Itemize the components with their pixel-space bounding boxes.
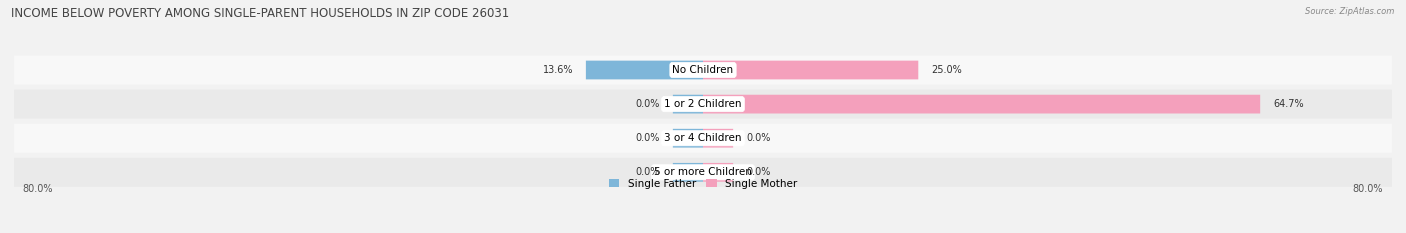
Text: 0.0%: 0.0% [636,167,659,177]
Text: Source: ZipAtlas.com: Source: ZipAtlas.com [1305,7,1395,16]
FancyBboxPatch shape [586,61,703,79]
Text: 13.6%: 13.6% [543,65,574,75]
Text: INCOME BELOW POVERTY AMONG SINGLE-PARENT HOUSEHOLDS IN ZIP CODE 26031: INCOME BELOW POVERTY AMONG SINGLE-PARENT… [11,7,509,20]
Text: No Children: No Children [672,65,734,75]
FancyBboxPatch shape [703,163,733,182]
FancyBboxPatch shape [14,90,1392,119]
Text: 1 or 2 Children: 1 or 2 Children [664,99,742,109]
FancyBboxPatch shape [14,55,1392,85]
FancyBboxPatch shape [673,163,703,182]
Text: 0.0%: 0.0% [747,167,770,177]
Text: 0.0%: 0.0% [636,99,659,109]
FancyBboxPatch shape [14,124,1392,153]
Legend: Single Father, Single Mother: Single Father, Single Mother [605,175,801,193]
Text: 64.7%: 64.7% [1272,99,1303,109]
Text: 5 or more Children: 5 or more Children [654,167,752,177]
Text: 0.0%: 0.0% [636,133,659,143]
Text: 80.0%: 80.0% [1353,184,1384,194]
FancyBboxPatch shape [673,95,703,113]
FancyBboxPatch shape [703,61,918,79]
FancyBboxPatch shape [703,129,733,147]
FancyBboxPatch shape [14,158,1392,187]
FancyBboxPatch shape [703,95,1260,113]
Text: 80.0%: 80.0% [22,184,53,194]
Text: 0.0%: 0.0% [747,133,770,143]
FancyBboxPatch shape [673,129,703,147]
Text: 3 or 4 Children: 3 or 4 Children [664,133,742,143]
Text: 25.0%: 25.0% [931,65,962,75]
